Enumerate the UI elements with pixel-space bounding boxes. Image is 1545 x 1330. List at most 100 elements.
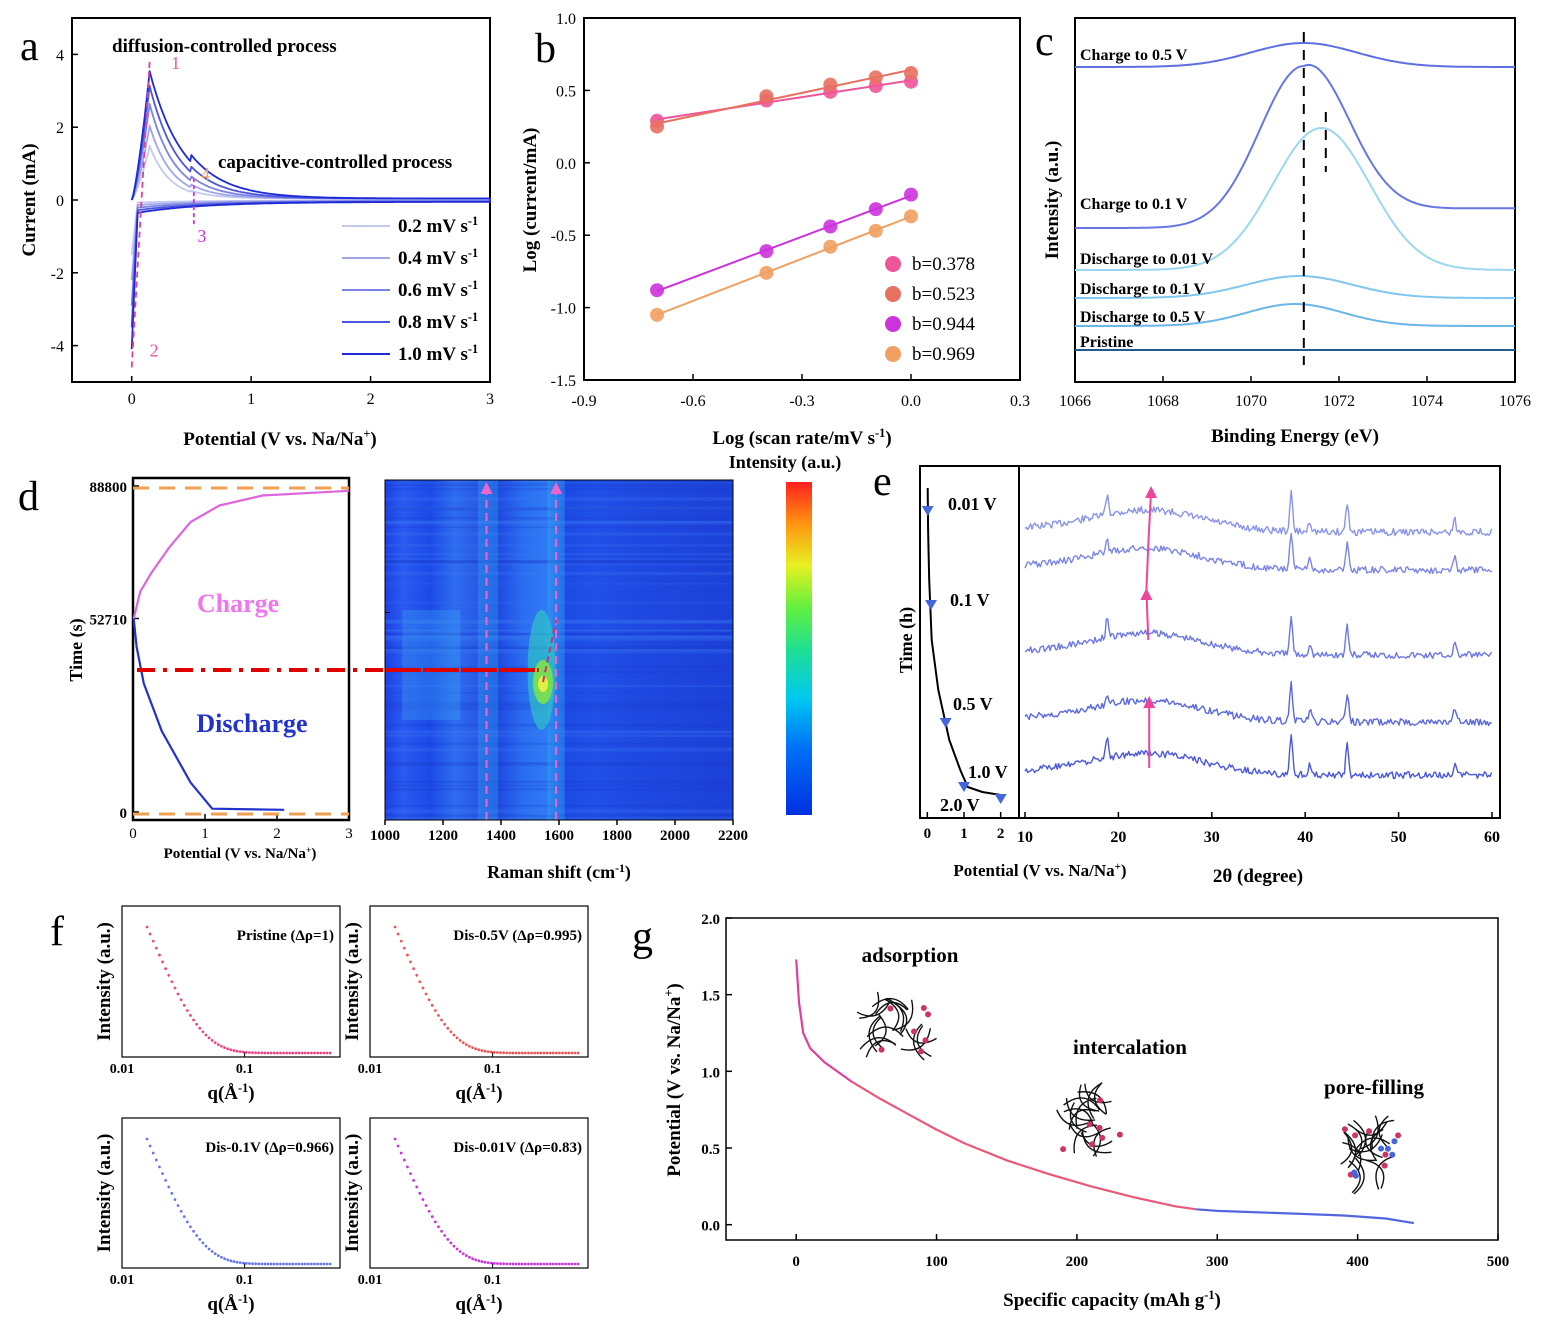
- potential-time-curve: [926, 487, 1001, 796]
- saxs-point: [170, 980, 174, 984]
- saxs-point: [489, 1261, 493, 1265]
- saxs-point: [189, 1014, 192, 1017]
- heatmap-stripe: [385, 804, 733, 807]
- saxs-point: [161, 1172, 164, 1176]
- heatmap-stripe: [385, 635, 733, 639]
- x-tick-label: 1068: [1147, 393, 1179, 410]
- saxs-point: [399, 1151, 403, 1155]
- saxs-point: [201, 1241, 205, 1245]
- data-point: [823, 77, 838, 92]
- heatmap-stripe: [385, 730, 733, 733]
- legend-label: b=0.969: [912, 344, 975, 365]
- y-axis-label: Time (s): [66, 618, 87, 681]
- saxs-point: [154, 946, 158, 950]
- saxs-point: [229, 1048, 233, 1052]
- saxs-point: [226, 1258, 230, 1262]
- heatmap-stripe: [385, 646, 733, 650]
- data-point: [650, 119, 665, 134]
- heatmap-stripe: [385, 639, 733, 641]
- saxs-point: [508, 1051, 512, 1055]
- x-axis-label: Potential (V vs. Na/Na+): [183, 427, 377, 450]
- saxs-point: [173, 986, 177, 990]
- saxs-point: [496, 1262, 499, 1265]
- saxs-point: [446, 1026, 450, 1030]
- saxs-point: [310, 1262, 313, 1266]
- raman-heatmap: [385, 480, 733, 820]
- saxs-point: [275, 1262, 279, 1266]
- heatmap-stripe: [385, 708, 733, 711]
- y-tick-label: 0.5: [701, 1142, 720, 1158]
- saxs-point: [527, 1051, 530, 1055]
- saxs-point: [461, 1041, 465, 1045]
- saxs-point: [520, 1262, 524, 1266]
- data-point: [759, 265, 774, 280]
- y-axis-label: Intensity (a.u.): [342, 1134, 363, 1253]
- colorbar-label: Intensity (a.u.): [729, 452, 842, 473]
- data-point: [650, 307, 665, 322]
- saxs-point: [322, 1262, 326, 1266]
- saxs-point: [291, 1262, 295, 1266]
- panel-letter: a: [20, 24, 39, 70]
- saxs-point: [322, 1051, 326, 1055]
- saxs-point: [505, 1051, 509, 1055]
- saxs-point: [567, 1262, 571, 1266]
- saxs-frame: [369, 1117, 589, 1269]
- saxs-point: [328, 1262, 332, 1266]
- heatmap-stripe: [385, 648, 733, 651]
- saxs-point: [275, 1051, 279, 1055]
- heatmap-stripe: [385, 665, 733, 668]
- na-ion: [1060, 1146, 1067, 1153]
- saxs-point: [204, 1033, 208, 1037]
- y-axis-label: Intensity (a.u.): [94, 922, 115, 1041]
- discharge-label: Discharge: [196, 709, 307, 738]
- saxs-point: [241, 1050, 245, 1054]
- panel-letter: f: [50, 909, 64, 955]
- na-ion: [887, 1005, 894, 1012]
- legend-marker: [885, 286, 901, 302]
- panel-letter: b: [535, 26, 556, 72]
- saxs-point: [185, 1220, 189, 1224]
- saxs-point: [279, 1262, 282, 1266]
- saxs-point: [542, 1051, 546, 1055]
- spectrum-label: Discharge to 0.1 V: [1080, 281, 1205, 298]
- saxs-point: [427, 1209, 431, 1213]
- x-tick-label: 0: [924, 826, 932, 842]
- saxs-point: [496, 1051, 499, 1054]
- saxs-point: [145, 925, 149, 929]
- carbon-layer: [865, 1040, 896, 1058]
- heatmap-stripe: [385, 635, 733, 640]
- saxs-point: [291, 1051, 295, 1055]
- carbon-layer: [1077, 1091, 1108, 1114]
- na-ion: [878, 1046, 885, 1053]
- saxs-point: [263, 1051, 267, 1055]
- heatmap-stripe: [385, 521, 733, 524]
- saxs-point: [536, 1051, 540, 1055]
- saxs-point: [319, 1051, 323, 1055]
- spectrum-label: Charge to 0.1 V: [1080, 196, 1188, 213]
- x-tick-label: -0.3: [789, 393, 814, 410]
- saxs-point: [415, 1185, 419, 1189]
- saxs-point: [238, 1261, 242, 1265]
- saxs-point: [570, 1262, 574, 1266]
- xps-spectrum: [1075, 275, 1515, 299]
- saxs-point: [251, 1262, 254, 1266]
- saxs-point: [269, 1262, 273, 1266]
- saxs-point: [443, 1022, 447, 1026]
- heatmap-stripe: [385, 558, 733, 561]
- x-tick-label: 0.1: [484, 1062, 502, 1077]
- saxs-point: [260, 1262, 264, 1266]
- saxs-point: [406, 953, 409, 957]
- carbon-layer: [905, 1028, 937, 1044]
- saxs-point: [195, 1022, 199, 1026]
- fit-line: [656, 68, 912, 125]
- saxs-point: [158, 1165, 161, 1169]
- heatmap-stripe: [385, 571, 733, 576]
- heatmap-stripe: [385, 621, 733, 624]
- saxs-point: [313, 1262, 316, 1266]
- saxs-label: Dis-0.01V (Δρ=0.83): [453, 1140, 582, 1156]
- heatmap-stripe: [385, 482, 733, 485]
- saxs-point: [483, 1260, 487, 1264]
- carbon-layer: [912, 1023, 925, 1061]
- heatmap-stripe: [385, 692, 733, 694]
- na-ion: [1116, 1131, 1123, 1138]
